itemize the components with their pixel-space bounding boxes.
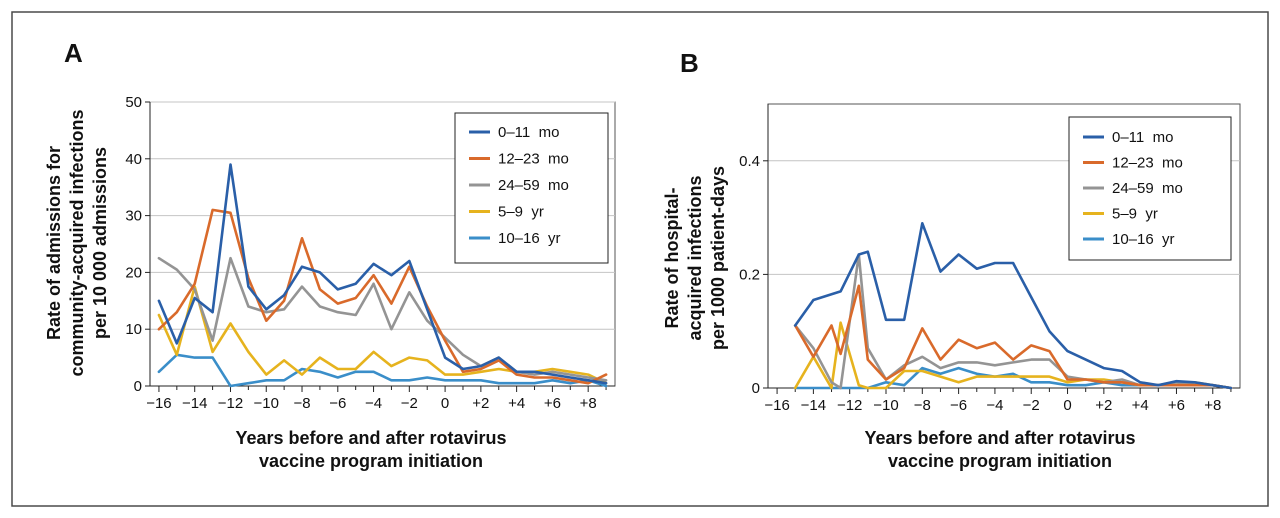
plot-area-a: 0 10 20 30 40 50 −16 −14 −12 −10 −8 −6 −4 −2 0 +2 +4 +6 +8…	[125, 94, 616, 412]
y-axis-title-b-3: per 1000 patient-days	[708, 166, 728, 350]
y-axis-title-b-line-3: per 1000 patient-days	[708, 166, 728, 350]
series-line-1	[157, 163, 608, 385]
y-axis-title-a-line-3: per 10 000 admissions	[90, 147, 110, 339]
y-axis-title-a-line-1: Rate of admissions for	[44, 146, 64, 340]
y-tick-label: 0	[752, 380, 760, 397]
x-tick-label: −8	[914, 397, 931, 414]
y-axis-title-a-2: community-acquired infections	[67, 109, 87, 376]
y-axis-title-b-line-2: acquired infections	[685, 175, 705, 340]
x-tick-label: −2	[1023, 397, 1040, 414]
x-axis-title-b-line-1: Years before and after rotavirus	[864, 428, 1135, 448]
legend-label: 10–16 yr	[1112, 231, 1175, 248]
legend: 0–11 mo 12–23 mo 24–59 mo 5–9 yr 10–16 yr	[1068, 116, 1232, 261]
series-line-1	[793, 222, 1233, 390]
x-tick-label: −10	[254, 395, 279, 412]
y-tick-label: 50	[125, 94, 142, 111]
chart-panel-a: A Rate of admissions for community-acqui…	[44, 38, 616, 471]
y-tick-label: 30	[125, 208, 142, 225]
x-tick-label: +2	[472, 395, 489, 412]
plot-area-b: 0 0.2 0.4 −16 −14 −12 −10 −8 −6 −4 −2 0 +2 +4 +6 +8 0–11…	[739, 103, 1241, 414]
x-tick-label: −14	[801, 397, 826, 414]
x-tick-label: −16	[764, 397, 789, 414]
x-tick-label: −12	[218, 395, 243, 412]
legend-label: 10–16 yr	[498, 230, 561, 247]
x-tick-label: +8	[1204, 397, 1221, 414]
legend-label: 5–9 yr	[498, 204, 544, 221]
x-tick-label: +4	[508, 395, 525, 412]
x-tick-label: +4	[1132, 397, 1149, 414]
legend-label: 12–23 mo	[498, 151, 569, 168]
x-tick-label: −6	[950, 397, 967, 414]
y-tick-label: 0.2	[739, 266, 760, 283]
panel-letter-b: B	[680, 48, 699, 78]
figure-frame	[11, 11, 1269, 507]
x-tick-label: +2	[1095, 397, 1112, 414]
x-tick-label: −2	[401, 395, 418, 412]
series-line-2	[157, 208, 608, 385]
legend-label: 5–9 yr	[1112, 206, 1158, 223]
y-axis-title-b-line-1: Rate of hospital-	[662, 187, 682, 328]
x-tick-label: −8	[293, 395, 310, 412]
legend-label: 24–59 mo	[1112, 180, 1183, 197]
legend: 0–11 mo 12–23 mo 24–59 mo 5–9 yr 10–16 yr	[454, 112, 609, 264]
x-axis-title-a-line-1: Years before and after rotavirus	[235, 428, 506, 448]
legend-label: 12–23 mo	[1112, 155, 1183, 172]
x-tick-label: −16	[146, 395, 171, 412]
y-tick-label: 10	[125, 321, 142, 338]
panel-letter-a: A	[64, 38, 83, 68]
x-tick-label: +6	[1168, 397, 1185, 414]
legend-label: 0–11 mo	[498, 124, 559, 141]
chart-panel-b: B Rate of hospital- acquired infections …	[662, 48, 1241, 471]
legend-label: 0–11 mo	[1112, 129, 1173, 146]
x-tick-label: 0	[1063, 397, 1071, 414]
x-tick-label: +8	[580, 395, 597, 412]
legend-label: 24–59 mo	[498, 177, 569, 194]
x-axis-title-a-line-2: vaccine program initiation	[259, 451, 483, 471]
x-axis-title-b-line-2: vaccine program initiation	[888, 451, 1112, 471]
y-axis-title-b-1: Rate of hospital-	[662, 187, 682, 328]
x-tick-label: −10	[873, 397, 898, 414]
y-axis-title-a-line-2: community-acquired infections	[67, 109, 87, 376]
y-tick-label: 40	[125, 151, 142, 168]
y-axis-title-a-3: per 10 000 admissions	[90, 147, 110, 339]
x-tick-label: −12	[837, 397, 862, 414]
series-line-5	[157, 353, 608, 388]
x-tick-label: −4	[365, 395, 382, 412]
series-line-3	[157, 256, 608, 382]
x-tick-label: −4	[986, 397, 1003, 414]
y-tick-label: 0	[134, 378, 142, 395]
y-axis-title-b-2: acquired infections	[685, 175, 705, 340]
y-tick-label: 0.4	[739, 153, 760, 170]
x-tick-label: 0	[441, 395, 449, 412]
x-tick-label: −14	[182, 395, 207, 412]
x-tick-label: −6	[329, 395, 346, 412]
y-tick-label: 20	[125, 264, 142, 281]
x-tick-label: +6	[544, 395, 561, 412]
y-axis-title-a: Rate of admissions for	[44, 146, 64, 340]
